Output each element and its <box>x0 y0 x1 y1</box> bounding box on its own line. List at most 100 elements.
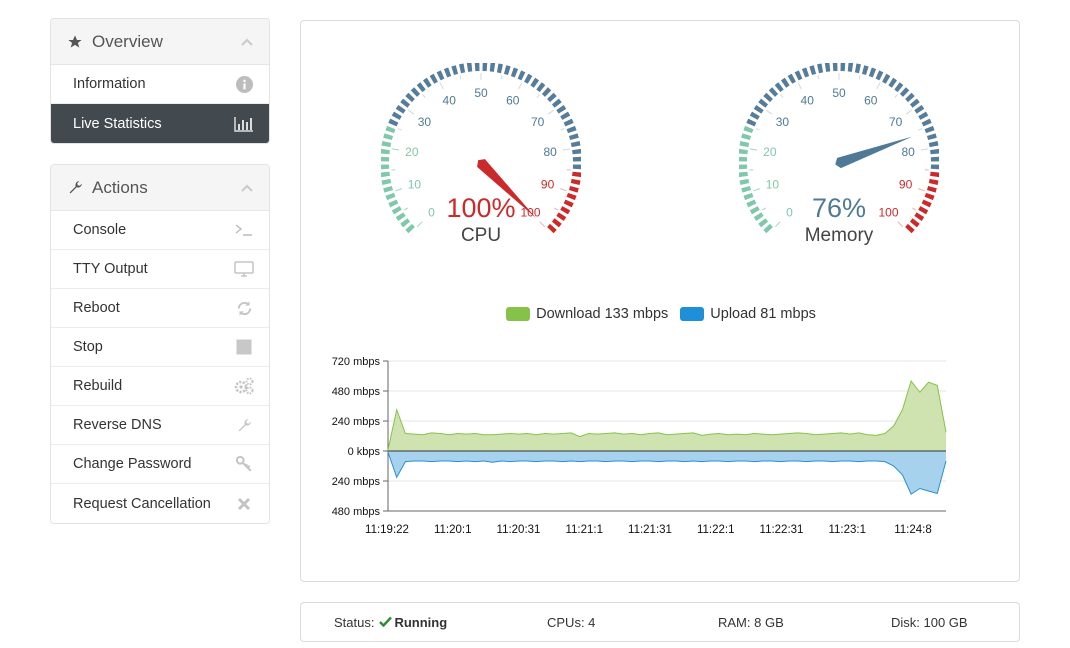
gauge-band-segment <box>753 212 764 222</box>
gauge-tick <box>817 75 820 80</box>
gauge-band-segment <box>753 104 764 114</box>
gauge-band-segment <box>517 70 526 81</box>
gauge-band-segment <box>405 223 415 234</box>
legend-download[interactable]: Download 133 mbps <box>506 306 668 322</box>
gauge-tick <box>404 207 408 211</box>
gauge-band-segment <box>541 87 552 97</box>
gauge-band-segment <box>817 63 824 74</box>
gauge-tick-label: 60 <box>506 94 520 108</box>
gauge-tick <box>518 82 523 90</box>
sidebar-item-live-statistics[interactable]: Live Statistics <box>51 104 269 143</box>
stop-icon <box>234 337 254 357</box>
gauge-band-segment <box>918 206 929 215</box>
gauge-tick-label: 40 <box>443 94 457 108</box>
sidebar-item-request-cancellation[interactable]: Request Cancellation <box>51 484 269 523</box>
legend-download-label: Download 133 mbps <box>536 306 669 322</box>
gauge-band-segment <box>741 133 752 141</box>
gauge-band-segment <box>924 125 935 134</box>
gauge-tick <box>536 94 540 98</box>
gauge-band-segment <box>572 171 582 178</box>
gauge-band-segment <box>794 70 803 81</box>
gauge-tick <box>562 148 570 151</box>
gauge-band-segment <box>809 65 817 76</box>
monitor-icon <box>234 259 254 279</box>
y-tick-label: 240 mbps <box>332 476 381 488</box>
gauge-band-segment <box>909 218 920 228</box>
gauge-band-segment <box>824 62 831 72</box>
gauge-band-segment <box>380 156 390 162</box>
sidebar-item-reverse-dns[interactable]: Reverse DNS <box>51 406 269 445</box>
gauge-band-segment <box>928 141 939 148</box>
gauge-tick <box>917 188 925 192</box>
overview-header[interactable]: Overview <box>51 19 269 65</box>
gauge-band-segment <box>547 92 557 103</box>
gauge-band-segment <box>758 218 769 228</box>
gauge-tick <box>407 109 415 115</box>
gauge-band-segment <box>536 82 546 93</box>
gauge-band-segment <box>556 212 567 222</box>
sidebar-item-change-password[interactable]: Change Password <box>51 445 269 484</box>
gauge-band-segment <box>380 148 390 155</box>
gauge-band-segment <box>763 92 773 103</box>
gauge-band-segment <box>391 206 402 215</box>
gauge-tick-label: 70 <box>889 115 903 129</box>
gauge-tick <box>755 128 760 131</box>
gauge-band-segment <box>774 82 784 93</box>
gauge-tick <box>500 75 503 80</box>
gauge-needle <box>477 159 537 219</box>
x-tick-label: 11:19:22 <box>365 524 409 536</box>
gauge-band-segment <box>914 104 925 114</box>
traffic-chart: 720 mbps 480 mbps 240 mbps 0 kbps 240 mbps 48… <box>332 356 947 536</box>
gauge-tick-label: 20 <box>763 145 777 159</box>
gears-icon <box>234 376 254 396</box>
status-value: Running <box>394 614 448 630</box>
gauge-tick-label: 100 <box>878 205 898 219</box>
gauge-band-segment <box>738 164 748 170</box>
x-tick-label: 11:20:1 <box>434 524 472 536</box>
sidebar-item-reboot[interactable]: Reboot <box>51 289 269 328</box>
sidebar-item-information[interactable]: Information <box>51 65 269 104</box>
gauge-band-segment <box>861 65 869 76</box>
sidebar-item-stop[interactable]: Stop <box>51 328 269 367</box>
bar-chart-icon <box>234 114 254 134</box>
star-icon <box>66 33 84 51</box>
gauge-band-segment <box>749 111 760 120</box>
gauge-band-segment <box>847 62 854 72</box>
gauge-tick <box>750 148 758 151</box>
gauge-band-segment <box>385 192 396 201</box>
gauge-tick-label: 0 <box>786 205 793 219</box>
check-icon <box>379 615 393 630</box>
gauge-tick <box>858 75 861 80</box>
gauge-tick <box>417 221 423 227</box>
sidebar-item-console[interactable]: Console <box>51 211 269 250</box>
sidebar-item-tty-output[interactable]: TTY Output <box>51 250 269 289</box>
gauge-band-segment <box>451 65 459 76</box>
gauge-tick <box>459 75 462 80</box>
gauge-band-segment <box>768 87 779 97</box>
gauge-band-segment <box>743 192 754 201</box>
sidebar-item-label: TTY Output <box>73 261 148 277</box>
gauge-tick-label: 30 <box>418 115 432 129</box>
chevron-up-icon[interactable] <box>240 35 254 49</box>
gauge-band-segment <box>924 192 935 201</box>
gauge-tick <box>392 148 400 151</box>
actions-header[interactable]: Actions <box>51 165 269 211</box>
y-tick-label: 0 kbps <box>348 446 381 458</box>
sidebar-item-rebuild[interactable]: Rebuild <box>51 367 269 406</box>
gauge-tick-label: 90 <box>541 178 555 192</box>
gauge-tick <box>547 109 555 115</box>
gauge-tick <box>753 188 761 192</box>
gauge-band-segment <box>466 62 473 72</box>
gauge-tick <box>897 221 903 227</box>
legend-upload[interactable]: Upload 81 mbps <box>680 306 816 322</box>
gauge-band-segment <box>572 148 582 155</box>
gauge-band-segment <box>749 206 760 215</box>
gauge-band-segment <box>560 111 571 120</box>
gauge-tick <box>560 128 565 131</box>
download-series-line <box>387 379 947 450</box>
gauge-band-segment <box>868 67 877 78</box>
chevron-up-icon[interactable] <box>240 181 254 195</box>
memory-gauge-label: Memory <box>804 225 874 246</box>
